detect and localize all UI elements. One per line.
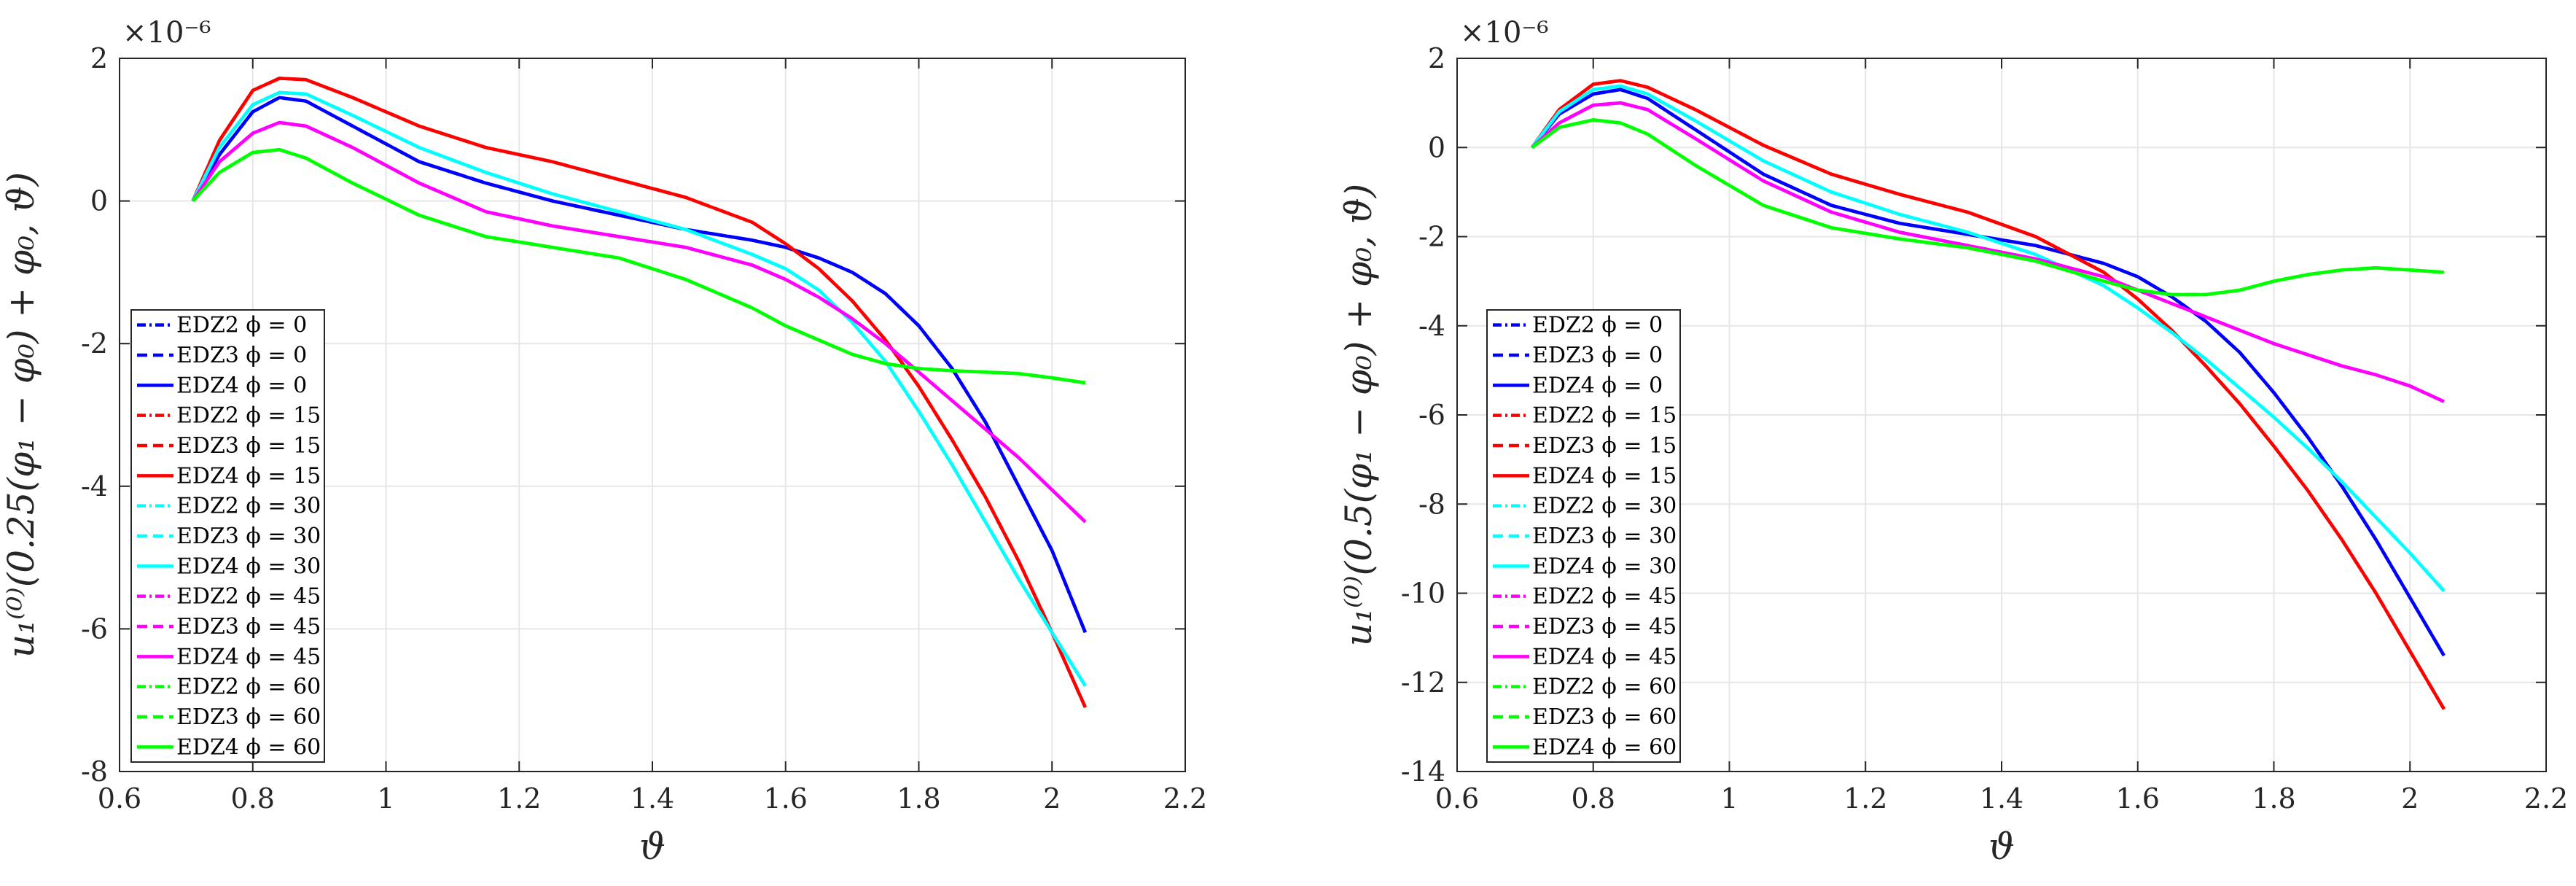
legend-label: EDZ3 ϕ = 30	[176, 524, 321, 549]
x-tick-label: 1.4	[1980, 782, 2023, 815]
legend-label: EDZ2 ϕ = 45	[1532, 584, 1677, 610]
x-tick-label: 2.2	[2524, 782, 2568, 815]
x-tick-label: 2	[1043, 782, 1061, 815]
x-tick-label: 1.2	[1843, 782, 1887, 815]
y-tick-label: -4	[81, 470, 108, 502]
legend-label: EDZ3 ϕ = 45	[1532, 614, 1677, 640]
series-line-solid	[191, 77, 1087, 708]
x-axis-label: ϑ	[639, 825, 666, 868]
x-tick-label: 1.2	[497, 782, 541, 815]
x-tick-label: 0.6	[98, 782, 141, 815]
x-tick-label: 1	[1720, 782, 1738, 815]
legend-label: EDZ3 ϕ = 45	[176, 614, 321, 640]
legend-label: EDZ4 ϕ = 0	[1532, 373, 1663, 398]
legend: EDZ2 ϕ = 0 EDZ3 ϕ = 0 EDZ4 ϕ = 0 EDZ2 ϕ = 1…	[130, 309, 325, 763]
legend-label: EDZ2 ϕ = 30	[1532, 494, 1677, 519]
legend-label: EDZ3 ϕ = 30	[1532, 524, 1677, 549]
y-tick-label: 0	[1428, 131, 1445, 163]
y-tick-label: -12	[1401, 667, 1445, 699]
x-tick-label: 0.6	[1435, 782, 1479, 815]
series-line-solid	[191, 147, 1086, 385]
x-tick-label: 1.6	[2116, 782, 2160, 815]
legend-label: EDZ3 ϕ = 15	[1532, 433, 1677, 459]
legend-label: EDZ4 ϕ = 15	[176, 463, 321, 489]
legend-label: EDZ2 ϕ = 0	[1532, 313, 1663, 338]
legend-label: EDZ2 ϕ = 0	[176, 313, 307, 338]
y-axis-label: u₁⁽⁰⁾(0.25(φ₁ − φ₀) + φ₀, ϑ)	[0, 172, 42, 658]
y-tick-label: -6	[81, 613, 108, 645]
x-tick-label: 1.8	[897, 782, 940, 815]
y-tick-label: 2	[90, 42, 108, 74]
y-tick-label: -4	[1418, 310, 1445, 342]
chart-1: 0.6 0.8 1 1.2 1.4 1.6 1.8 2 2.2 2 0 -2 -4 -6 -8 ×10⁻⁶ ϑ u…	[0, 16, 1207, 868]
series-line-solid	[1531, 118, 2445, 297]
legend-label: EDZ2 ϕ = 45	[176, 584, 321, 610]
x-tick-label: 1.4	[631, 782, 674, 815]
y-tick-label: 2	[1428, 42, 1445, 74]
legend-label: EDZ3 ϕ = 60	[176, 704, 321, 730]
y-tick-label: 0	[90, 185, 108, 217]
series-line-solid	[191, 120, 1087, 524]
y-exponent-label: ×10⁻⁶	[1460, 16, 1549, 50]
y-tick-label: -14	[1401, 755, 1445, 788]
x-tick-label: 2	[2401, 782, 2419, 815]
legend-label: EDZ3 ϕ = 15	[176, 433, 321, 459]
series-line-solid	[191, 96, 1087, 634]
legend-label: EDZ2 ϕ = 15	[176, 403, 321, 429]
legend-label: EDZ2 ϕ = 60	[1532, 675, 1677, 700]
x-tick-label: 0.8	[1572, 782, 1615, 815]
legend-label: EDZ4 ϕ = 45	[176, 644, 321, 669]
legend-label: EDZ2 ϕ = 30	[176, 494, 321, 519]
y-tick-label: -8	[1418, 488, 1445, 520]
y-tick-label: -8	[81, 755, 108, 788]
legend-label: EDZ3 ϕ = 0	[176, 343, 307, 368]
legend-label: EDZ4 ϕ = 30	[176, 553, 321, 579]
x-tick-label: 0.8	[231, 782, 275, 815]
x-axis-label: ϑ	[1988, 825, 2015, 868]
y-tick-label: -10	[1401, 578, 1445, 610]
x-tick-label: 1.8	[2252, 782, 2295, 815]
legend-label: EDZ3 ϕ = 0	[1532, 343, 1663, 368]
legend-label: EDZ3 ϕ = 60	[1532, 704, 1677, 730]
y-exponent-label: ×10⁻⁶	[122, 16, 211, 50]
x-tick-label: 1	[377, 782, 394, 815]
legend-label: EDZ2 ϕ = 15	[1532, 403, 1677, 429]
y-tick-label: -2	[1418, 221, 1445, 253]
legend-label: EDZ4 ϕ = 15	[1532, 463, 1677, 489]
chart-2: 0.6 0.8 1 1.2 1.4 1.6 1.8 2 2.2 2 0 -2 -4 -6 -8 -10 -12 -…	[1338, 16, 2568, 868]
legend-label: EDZ2 ϕ = 60	[176, 675, 321, 700]
series-line-solid	[1530, 79, 2446, 710]
series-line-solid	[1531, 101, 2445, 403]
series-line-solid	[191, 90, 1087, 687]
legend-label: EDZ4 ϕ = 45	[1532, 644, 1677, 669]
y-tick-label: -2	[81, 327, 108, 360]
y-axis-label: u₁⁽⁰⁾(0.5(φ₁ − φ₀) + φ₀, ϑ)	[1338, 184, 1380, 646]
legend-label: EDZ4 ϕ = 60	[1532, 734, 1677, 760]
legend-label: EDZ4 ϕ = 30	[1532, 553, 1677, 579]
legend: EDZ2 ϕ = 0 EDZ3 ϕ = 0 EDZ4 ϕ = 0 EDZ2 ϕ = 1…	[1486, 309, 1681, 763]
legend-label: EDZ4 ϕ = 0	[176, 373, 307, 398]
x-tick-label: 1.6	[764, 782, 808, 815]
y-tick-label: -6	[1418, 399, 1445, 431]
legend-label: EDZ4 ϕ = 60	[176, 734, 321, 760]
x-tick-label: 2.2	[1163, 782, 1207, 815]
